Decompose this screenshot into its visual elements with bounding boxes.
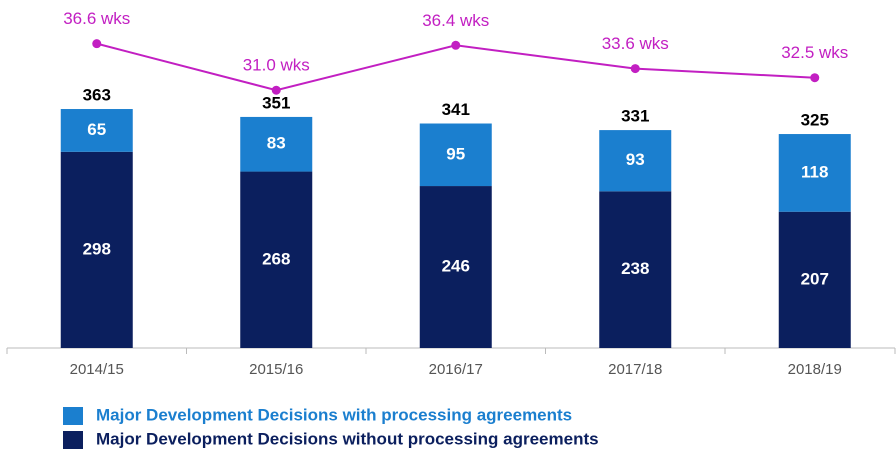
- bar-segment: [599, 191, 672, 348]
- legend-swatch: [63, 407, 83, 425]
- line-point: [92, 39, 102, 49]
- line: [96, 42, 815, 92]
- bar-label: 118: [801, 162, 828, 181]
- bar-label: 95: [446, 144, 465, 163]
- bar-label: 238: [621, 259, 649, 278]
- legend-label: Major Development Decisions without proc…: [96, 429, 599, 448]
- bar-label: 268: [262, 249, 290, 268]
- total-label: 325: [801, 111, 829, 130]
- line-label: 32.5 wks: [781, 43, 848, 62]
- bar-segment: [60, 109, 133, 152]
- line-point: [271, 85, 281, 95]
- bar-segment: [419, 123, 492, 187]
- bar-label: 298: [83, 239, 111, 258]
- bar-segment: [778, 134, 851, 212]
- bar-segment: [60, 151, 133, 348]
- line-label: 33.6 wks: [602, 34, 669, 53]
- total-label: 351: [262, 93, 290, 112]
- x-tick-label: 2017/18: [608, 361, 662, 378]
- x-tick-label: 2018/19: [788, 361, 842, 378]
- line-point: [451, 40, 461, 50]
- bar-segment: [240, 116, 313, 172]
- bar-label: 207: [801, 269, 829, 288]
- bar-segment: [778, 211, 851, 348]
- line-point: [630, 64, 640, 74]
- line-point: [810, 73, 820, 83]
- x-tick-label: 2014/15: [70, 361, 124, 378]
- bar-label: 65: [87, 120, 106, 139]
- x-tick-label: 2016/17: [429, 361, 483, 378]
- total-label: 331: [621, 107, 649, 126]
- total-label: 341: [442, 100, 470, 119]
- bar-segment: [240, 171, 313, 348]
- bar-label: 83: [267, 134, 286, 153]
- legend-swatch: [63, 431, 83, 449]
- bar-segment: [419, 186, 492, 348]
- line-label: 36.6 wks: [63, 9, 130, 28]
- legend-label: Major Development Decisions with process…: [96, 405, 572, 424]
- total-label: 363: [83, 86, 111, 105]
- line-label: 31.0 wks: [243, 56, 310, 75]
- bar-segment: [599, 130, 672, 192]
- line-label: 36.4 wks: [422, 11, 489, 30]
- bar-label: 93: [626, 150, 645, 169]
- bar-label: 246: [442, 257, 470, 276]
- x-tick-label: 2015/16: [249, 361, 303, 378]
